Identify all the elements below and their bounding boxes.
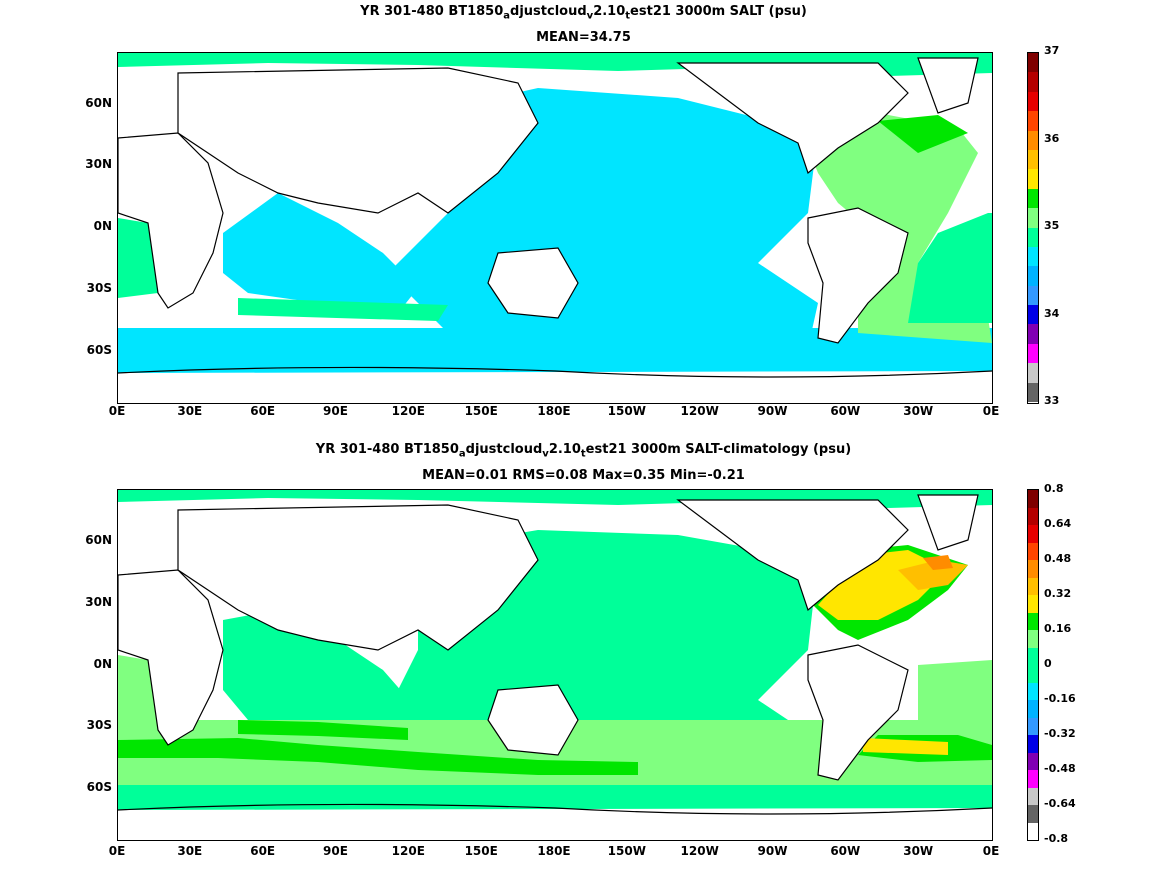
- colorbar-swatch: [1028, 130, 1038, 150]
- colorbar-swatch: [1028, 665, 1038, 683]
- x-tick-label: 120W: [680, 844, 719, 858]
- colorbar-swatch: [1028, 266, 1038, 286]
- colorbar-swatch: [1028, 72, 1038, 92]
- y-tick-label: 30N: [85, 595, 112, 609]
- colorbar-swatch: [1028, 507, 1038, 525]
- x-tick-label: 30E: [177, 844, 203, 858]
- x-tick-label: 60E: [250, 404, 276, 418]
- y-tick-label: 60N: [85, 533, 112, 547]
- colorbar-swatch: [1028, 525, 1038, 543]
- y-tick-label: 0N: [93, 657, 112, 671]
- colorbar-swatch: [1028, 787, 1038, 805]
- x-tick-label: 120W: [680, 404, 719, 418]
- x-tick-label: 150E: [464, 404, 498, 418]
- colorbar-swatch: [1028, 111, 1038, 131]
- colorbar-swatch: [1028, 149, 1038, 170]
- colorbar-label: 0.64: [1044, 517, 1072, 530]
- x-tick-label: 180E: [537, 404, 571, 418]
- x-tick-label: 0E: [982, 844, 1000, 858]
- colorbar-swatch: [1028, 324, 1038, 344]
- colorbar-swatch: [1028, 188, 1038, 209]
- colorbar-swatch: [1028, 577, 1038, 595]
- x-tick-label: 120E: [391, 844, 425, 858]
- x-tick-label: 30W: [903, 404, 934, 418]
- y-tick-label: 60S: [86, 780, 112, 794]
- colorbar-label: -0.16: [1044, 692, 1076, 705]
- colorbar-swatch: [1028, 735, 1038, 753]
- colorbar-swatch: [1028, 246, 1038, 267]
- colorbar-swatch: [1028, 91, 1038, 112]
- y-tick-label: 60N: [85, 96, 112, 110]
- colorbar-swatch: [1028, 169, 1038, 189]
- bottom-map-plot: [117, 489, 993, 841]
- colorbar-label: -0.48: [1044, 762, 1076, 775]
- colorbar-swatch: [1028, 490, 1038, 508]
- colorbar-label: 0.32: [1044, 587, 1072, 600]
- x-tick-label: 90W: [757, 844, 788, 858]
- colorbar-swatch: [1028, 227, 1038, 247]
- x-tick-label: 150W: [607, 404, 646, 418]
- x-tick-label: 90E: [323, 404, 348, 418]
- top-map-subtitle: MEAN=34.75: [536, 30, 631, 45]
- x-tick-label: 60E: [250, 844, 276, 858]
- colorbar-label: -0.8: [1044, 832, 1069, 845]
- colorbar-label: 36: [1044, 132, 1060, 145]
- colorbar-swatch: [1028, 382, 1038, 403]
- y-tick-label: 30S: [86, 281, 112, 295]
- x-tick-label: 0E: [108, 404, 126, 418]
- x-tick-label: 0E: [982, 404, 1000, 418]
- colorbar-swatch: [1028, 682, 1038, 700]
- y-tick-label: 0N: [93, 219, 112, 233]
- colorbar-swatch: [1028, 612, 1038, 630]
- colorbar-swatch: [1028, 770, 1038, 788]
- colorbar-swatch: [1028, 53, 1038, 73]
- x-tick-label: 90E: [323, 844, 348, 858]
- colorbar-swatch: [1028, 595, 1038, 613]
- colorbar-label: 35: [1044, 219, 1060, 232]
- colorbar-label: 0.48: [1044, 552, 1072, 565]
- x-tick-label: 120E: [391, 404, 425, 418]
- bottom-map-title: YR 301-480 BT1850adjustcloudv2.10test21 …: [315, 442, 852, 460]
- colorbar-label: 0.16: [1044, 622, 1072, 635]
- colorbar-swatch: [1028, 752, 1038, 770]
- x-tick-label: 60W: [830, 404, 861, 418]
- x-tick-label: 180E: [537, 844, 571, 858]
- colorbar-label: 33: [1044, 394, 1060, 407]
- top-map-title: YR 301-480 BT1850adjustcloudv2.10test21 …: [360, 4, 807, 22]
- colorbar-swatch: [1028, 717, 1038, 735]
- x-tick-label: 60W: [830, 844, 861, 858]
- colorbar-swatch: [1028, 208, 1038, 228]
- bottom-map-subtitle: MEAN=0.01 RMS=0.08 Max=0.35 Min=-0.21: [422, 468, 745, 483]
- colorbar-swatch: [1028, 542, 1038, 560]
- colorbar-swatch: [1028, 285, 1038, 306]
- colorbar-label: -0.32: [1044, 727, 1076, 740]
- colorbar-swatch: [1028, 630, 1038, 648]
- colorbar-label: 37: [1044, 44, 1060, 57]
- colorbar-swatch: [1028, 305, 1038, 325]
- y-tick-label: 30S: [86, 718, 112, 732]
- x-tick-label: 90W: [757, 404, 788, 418]
- colorbar-swatch: [1028, 363, 1038, 383]
- x-tick-label: 30W: [903, 844, 934, 858]
- x-tick-label: 0E: [108, 844, 126, 858]
- colorbar-label: 0.8: [1044, 482, 1064, 495]
- top-colorbar: [1027, 52, 1039, 404]
- bottom-colorbar: [1027, 489, 1039, 841]
- colorbar-label: 34: [1044, 307, 1060, 320]
- y-tick-label: 60S: [86, 343, 112, 357]
- colorbar-swatch: [1028, 805, 1038, 823]
- top-map-plot: [117, 52, 993, 404]
- y-tick-label: 30N: [85, 157, 112, 171]
- colorbar-swatch: [1028, 343, 1038, 364]
- colorbar-label: -0.64: [1044, 797, 1076, 810]
- x-tick-label: 150E: [464, 844, 498, 858]
- x-tick-label: 30E: [177, 404, 203, 418]
- colorbar-label: 0: [1044, 657, 1052, 670]
- colorbar-swatch: [1028, 647, 1038, 665]
- colorbar-swatch: [1028, 700, 1038, 718]
- colorbar-swatch: [1028, 560, 1038, 578]
- x-tick-label: 150W: [607, 844, 646, 858]
